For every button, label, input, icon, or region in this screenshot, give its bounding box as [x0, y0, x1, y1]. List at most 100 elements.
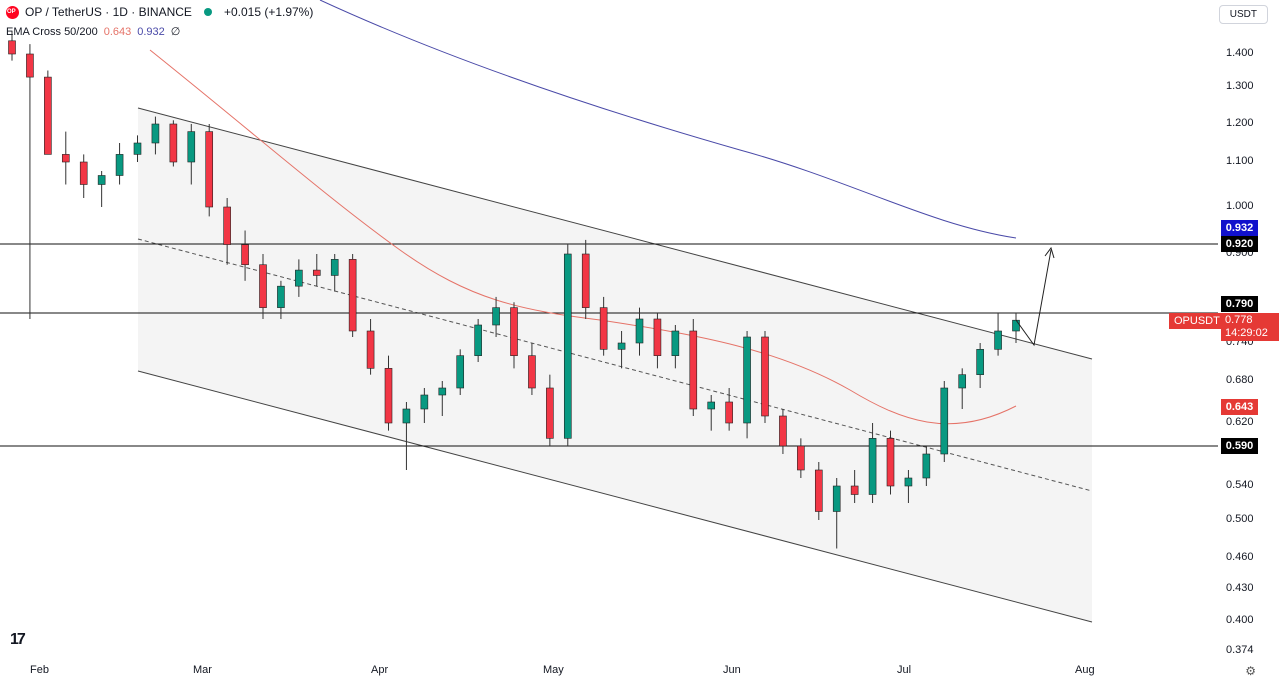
price-axis-label: 0.680 [1226, 374, 1254, 386]
candle-body [241, 244, 249, 266]
level-0590-tag: 0.590 [1221, 438, 1258, 454]
time-axis-label: Jun [723, 664, 741, 676]
price-axis-label: 0.430 [1226, 582, 1254, 594]
ema200-price-tag: 0.932 [1221, 220, 1258, 236]
channel-bottom-line [137, 370, 1093, 623]
candle-body [295, 269, 303, 287]
level-0920-tag: 0.920 [1221, 236, 1258, 252]
candle-body [456, 355, 465, 389]
ema50-value: 0.643 [103, 25, 132, 38]
ema200-value: 0.932 [137, 25, 165, 38]
indicator-legend[interactable]: EMA Cross 50/200 0.643 0.932 ∅ [6, 25, 181, 39]
candle-body [115, 154, 124, 176]
projection-arrowhead [1044, 246, 1055, 259]
ema50-price-tag: 0.643 [1221, 399, 1258, 415]
current-price: 0.778 [1225, 314, 1253, 326]
candle-body [1012, 319, 1020, 332]
candle-body [725, 401, 733, 424]
candle-body [8, 40, 16, 55]
candle-body [635, 318, 644, 344]
symbol-legend[interactable]: OP / TetherUS · 1D · BINANCE +0.015 (+1.… [6, 5, 313, 19]
candle-body [976, 349, 984, 375]
candle-body [958, 374, 967, 389]
price-change: +0.015 (+1.97%) [223, 5, 314, 19]
indicator-name: EMA Cross 50/200 [6, 25, 98, 38]
price-axis-label: 1.000 [1226, 200, 1254, 212]
candle-body [797, 445, 805, 471]
candle-body [44, 76, 52, 155]
candle-body [492, 307, 500, 326]
candle-body [259, 264, 267, 308]
candle-body [438, 387, 447, 396]
time-axis-label: Apr [371, 664, 389, 676]
indicator-hide-icon[interactable]: ∅ [170, 26, 181, 38]
symbol-title: OP / TetherUS · 1D · BINANCE [25, 5, 192, 19]
candle-body [581, 253, 590, 308]
time-axis-label: Aug [1075, 664, 1095, 676]
current-symbol-badge: OPUSDT [1169, 313, 1225, 329]
market-open-icon [203, 8, 212, 16]
price-axis-label: 0.374 [1226, 644, 1254, 656]
candle-body [761, 336, 769, 417]
time-axis-label: Feb [30, 664, 49, 676]
price-axis-label: 1.400 [1226, 47, 1254, 59]
candle-body [187, 131, 196, 163]
tradingview-logo-icon[interactable]: 17 [10, 631, 26, 648]
candle-body [868, 438, 877, 495]
candle-body [277, 285, 285, 308]
time-axis-label: Mar [193, 664, 212, 676]
candle-body [205, 131, 214, 208]
price-axis-label: 0.500 [1226, 513, 1254, 525]
currency-button[interactable]: USDT [1218, 5, 1268, 24]
candle-body [330, 259, 339, 276]
candle-body [814, 469, 823, 512]
candle-body [169, 123, 178, 163]
candle-body [420, 394, 429, 410]
channel-top-line [137, 107, 1093, 360]
candle-body [599, 307, 608, 350]
candle-body [26, 53, 34, 78]
projection-arrow [1015, 249, 1052, 347]
candle-body [922, 453, 931, 479]
candle-body [653, 318, 662, 356]
candle-body [97, 175, 106, 185]
candle-body [689, 330, 698, 410]
candle-body [312, 269, 321, 276]
candle-body [133, 142, 142, 155]
candle-body [743, 336, 751, 424]
candle-body [671, 330, 680, 356]
price-axis-label: 1.300 [1226, 80, 1254, 92]
candle-body [474, 324, 482, 356]
bar-countdown: 14:29:02 [1225, 327, 1268, 339]
candle-body [832, 485, 841, 512]
level-0790-tag: 0.790 [1221, 296, 1258, 312]
ema50-line [149, 49, 1017, 425]
price-axis-label: 0.540 [1226, 479, 1254, 491]
settings-gear-icon[interactable]: ⚙ [1245, 664, 1256, 678]
ema200-line [319, 0, 1017, 239]
candle-body [348, 259, 357, 332]
candle-body [563, 253, 572, 439]
candle-body [904, 477, 913, 487]
candle-body [994, 330, 1002, 350]
op-logo-icon [6, 5, 19, 19]
candle-body [617, 342, 626, 350]
candle-body [510, 307, 518, 356]
price-axis-label: 0.460 [1226, 551, 1254, 563]
candle-body [779, 415, 787, 447]
candle-body [384, 368, 393, 424]
candle-body [223, 206, 231, 245]
candle-body [402, 408, 411, 424]
candlestick-series [8, 30, 1020, 549]
current-price-tag: 0.778 14:29:02 [1221, 313, 1279, 341]
price-axis-label: 0.400 [1226, 614, 1254, 626]
candle-body [940, 387, 949, 455]
candle-body [546, 387, 554, 439]
price-axis-label: 0.620 [1226, 416, 1254, 428]
candle-body [366, 330, 375, 369]
price-axis-label: 1.100 [1226, 155, 1254, 167]
candle-body [61, 154, 70, 163]
candle-body [707, 401, 716, 410]
candle-body [850, 485, 859, 495]
